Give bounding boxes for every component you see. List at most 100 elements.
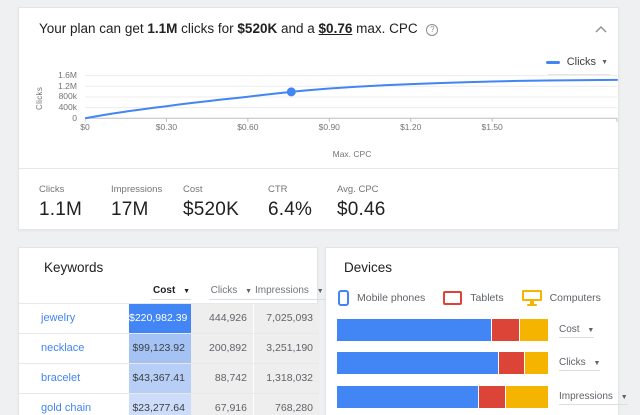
table-row: gold chain $23,277.64 67,916 768,280 [19, 393, 317, 415]
keywords-title: Keywords [44, 260, 103, 275]
table-row: necklace $99,123.92 200,892 3,251,190 [19, 333, 317, 363]
devices-metric-dropdown-clicks[interactable]: Clicks ▼ [559, 357, 600, 371]
cost-cell: $23,277.64 [129, 394, 191, 415]
x-axis-ticks: $0$0.30$0.60$0.90$1.20$1.50 [85, 122, 619, 132]
x-tick-label: $0.90 [311, 122, 347, 132]
clicks-cell: 200,892 [191, 334, 253, 363]
legend-label-computers: Computers [550, 292, 601, 304]
keyword-link[interactable]: bracelet [41, 364, 80, 393]
collapse-chevron-up-icon[interactable] [594, 22, 608, 32]
mobile-phone-icon [338, 290, 349, 306]
keywords-table-header: Cost ▼ Clicks ▼ Impressions ▼ [19, 285, 317, 302]
x-tick-label: $1.50 [474, 122, 510, 132]
devices-metric-dropdown-cost[interactable]: Cost ▼ [559, 324, 594, 338]
legend-label-tablets: Tablets [470, 292, 503, 304]
keyword-link[interactable]: necklace [41, 334, 84, 363]
impressions-cell: 3,251,190 [253, 334, 319, 363]
clicks-curve-chart [85, 68, 619, 124]
devices-legend: Mobile phones Tablets Computers [338, 290, 601, 306]
legend-label-mobile: Mobile phones [357, 292, 425, 304]
impressions-cell: 1,318,032 [253, 364, 319, 393]
headline-clicks-value: 1.1M [147, 21, 177, 36]
x-tick-label: $1.20 [393, 122, 429, 132]
headline-maxcpc-value[interactable]: $0.76 [319, 21, 353, 36]
y-tick-label: 400k [59, 103, 77, 112]
impressions-cell: 7,025,093 [253, 304, 319, 333]
stat-value: 1.1M [39, 199, 82, 221]
sort-caret-icon: ▼ [317, 288, 324, 295]
devices-metric-dropdown-impressions[interactable]: Impressions ▼ [559, 391, 628, 405]
headline-cost-value: $520K [237, 21, 277, 36]
bar-segment-mobile-phones [337, 319, 491, 341]
y-axis-ticks: 0400k800k1.2M1.6M [49, 8, 79, 128]
max-cpc-marker-dot[interactable] [287, 87, 296, 96]
sort-header-cost[interactable]: Cost ▼ [129, 285, 191, 300]
keyword-link[interactable]: gold chain [41, 394, 91, 415]
devices-title: Devices [344, 260, 392, 275]
table-row: jewelry $220,982.39 444,926 7,025,093 [19, 303, 317, 333]
devices-bar-clicks [337, 352, 548, 374]
x-tick-label: $0.30 [148, 122, 184, 132]
stat-value: 17M [111, 199, 162, 221]
stat-value: 6.4% [268, 199, 312, 221]
keyword-link[interactable]: jewelry [41, 304, 75, 333]
stat-ctr: CTR 6.4% [268, 184, 312, 221]
bar-segment-tablets [498, 352, 524, 374]
cost-cell: $43,367.41 [129, 364, 191, 393]
divider [19, 168, 618, 169]
stat-label: CTR [268, 184, 312, 195]
stat-clicks: Clicks 1.1M [39, 184, 82, 221]
y-axis-title: Clicks [35, 78, 47, 118]
impressions-cell: 768,280 [253, 394, 319, 415]
stat-impressions: Impressions 17M [111, 184, 162, 221]
bar-segment-computers [524, 352, 548, 374]
help-icon[interactable]: ? [426, 24, 438, 36]
x-tick-label: $0 [67, 122, 103, 132]
tablet-icon [443, 291, 462, 305]
bar-segment-tablets [478, 386, 505, 408]
x-axis-title: Max. CPC [312, 149, 392, 159]
legend-label: Clicks [567, 56, 596, 68]
bar-segment-computers [505, 386, 548, 408]
headline-text: clicks for [181, 21, 234, 36]
devices-bar-impressions [337, 386, 548, 408]
keywords-card: Keywords Cost ▼ Clicks ▼ Impressions ▼ j… [18, 247, 318, 415]
chart-legend-dropdown[interactable]: Clicks ▼ [546, 56, 608, 68]
chevron-down-icon: ▼ [601, 59, 608, 66]
y-tick-label: 1.6M [58, 71, 77, 80]
y-tick-label: 800k [59, 92, 77, 101]
sort-header-clicks[interactable]: Clicks ▼ [191, 285, 253, 300]
bar-segment-mobile-phones [337, 352, 498, 374]
stat-value: $0.46 [337, 199, 386, 221]
stat-label: Impressions [111, 184, 162, 195]
headline-text: max. CPC [356, 21, 418, 36]
clicks-cell: 67,916 [191, 394, 253, 415]
forecast-headline: Your plan can get 1.1M clicks for $520K … [39, 21, 438, 36]
bar-segment-mobile-phones [337, 386, 478, 408]
devices-bar-cost [337, 319, 548, 341]
headline-text: and a [281, 21, 315, 36]
clicks-cell: 444,926 [191, 304, 253, 333]
sort-header-impressions[interactable]: Impressions ▼ [253, 285, 315, 300]
stat-cost: Cost $520K [183, 184, 239, 221]
sort-caret-icon: ▼ [183, 288, 190, 295]
chevron-down-icon: ▼ [621, 394, 628, 401]
cost-cell: $220,982.39 [129, 304, 191, 333]
chevron-down-icon: ▼ [593, 360, 600, 367]
stat-avg-cpc: Avg. CPC $0.46 [337, 184, 386, 221]
stat-label: Clicks [39, 184, 82, 195]
y-tick-label: 1.2M [58, 82, 77, 91]
x-tick-label: $0.60 [230, 122, 266, 132]
devices-card: Devices Mobile phones Tablets Computers … [325, 247, 619, 415]
stat-value: $520K [183, 199, 239, 221]
table-row: bracelet $43,367.41 88,742 1,318,032 [19, 363, 317, 393]
forecast-card: Your plan can get 1.1M clicks for $520K … [18, 7, 619, 230]
sort-caret-icon: ▼ [245, 288, 252, 295]
computer-icon [522, 290, 542, 306]
clicks-cell: 88,742 [191, 364, 253, 393]
bar-segment-computers [519, 319, 548, 341]
stat-label: Avg. CPC [337, 184, 386, 195]
chevron-down-icon: ▼ [587, 327, 594, 334]
bar-segment-tablets [491, 319, 519, 341]
legend-line-swatch [546, 61, 560, 64]
